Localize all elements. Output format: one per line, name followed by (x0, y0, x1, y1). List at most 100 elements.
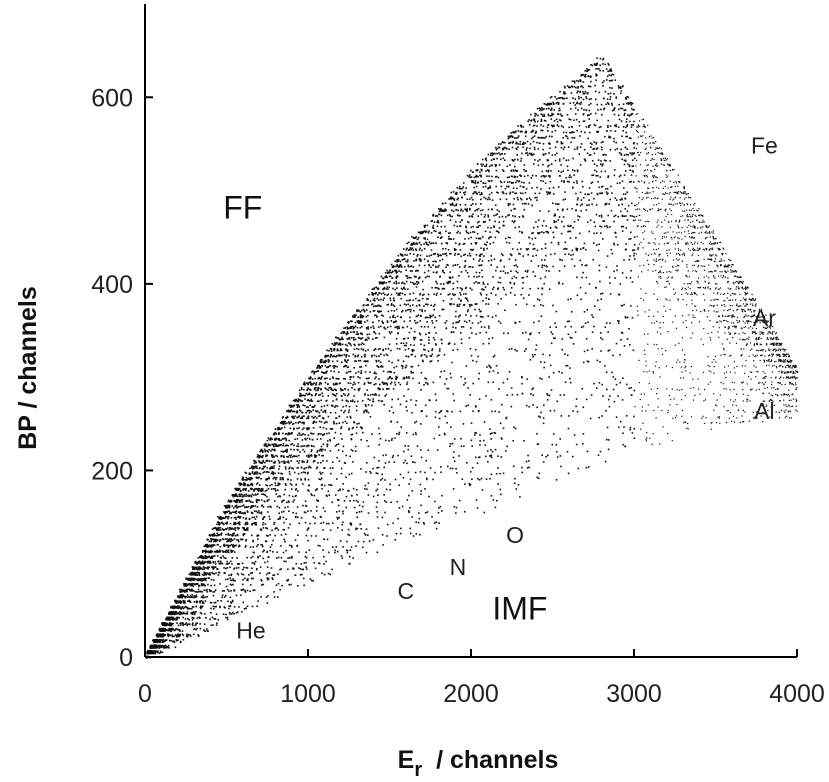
data-point (429, 314, 431, 317)
data-point (629, 255, 631, 257)
data-point (785, 376, 788, 378)
data-point (710, 255, 712, 257)
data-point (599, 361, 601, 363)
data-point (686, 215, 688, 217)
data-point (642, 126, 644, 128)
data-point (321, 392, 323, 395)
data-point (225, 528, 227, 530)
data-point (228, 515, 230, 518)
data-point (464, 264, 467, 267)
data-point (724, 319, 726, 321)
data-point (593, 124, 596, 126)
data-point (733, 361, 736, 363)
data-point (226, 521, 228, 524)
data-point (394, 316, 396, 319)
data-point (608, 349, 611, 351)
data-point (304, 433, 306, 436)
data-point (412, 266, 415, 268)
data-point (439, 232, 442, 235)
data-point (582, 91, 584, 93)
data-point (685, 370, 687, 372)
data-point (630, 305, 632, 307)
data-point (453, 248, 456, 250)
data-point (262, 527, 265, 529)
data-point (545, 170, 548, 172)
data-point (407, 264, 410, 267)
data-point (657, 147, 659, 149)
data-point (452, 282, 455, 285)
data-point (287, 527, 290, 529)
data-point (716, 399, 718, 401)
data-point (514, 427, 517, 430)
data-point (279, 477, 282, 479)
data-point (580, 248, 582, 250)
data-point (217, 526, 220, 529)
data-point (306, 427, 309, 429)
data-point (689, 236, 691, 238)
data-point (492, 241, 495, 244)
data-point (430, 360, 433, 362)
data-point (779, 356, 781, 358)
data-point (589, 154, 592, 156)
data-point (231, 611, 234, 614)
data-point (474, 303, 477, 305)
data-point (657, 406, 659, 408)
data-point (515, 181, 517, 184)
data-point (307, 417, 310, 420)
data-point (727, 277, 729, 279)
data-point (378, 378, 380, 380)
data-point (577, 86, 580, 88)
data-point (268, 476, 270, 479)
data-point (165, 618, 167, 621)
data-point (449, 214, 451, 216)
data-point (244, 546, 247, 548)
data-point (279, 478, 282, 481)
data-point (237, 573, 240, 576)
data-point (492, 288, 494, 291)
data-point (472, 192, 474, 195)
data-point (619, 420, 622, 423)
data-point (515, 192, 518, 195)
data-point (363, 360, 366, 362)
data-point (613, 109, 615, 111)
data-point (595, 98, 597, 101)
data-point (271, 448, 273, 451)
data-point (789, 395, 791, 397)
data-point (727, 292, 729, 294)
data-point (588, 126, 590, 128)
data-point (434, 471, 436, 474)
data-point (706, 236, 708, 239)
data-point (636, 225, 638, 227)
data-point (377, 399, 380, 402)
data-point (282, 443, 285, 445)
data-point (199, 579, 202, 582)
data-point (478, 264, 480, 267)
data-point (341, 399, 344, 401)
data-point (528, 182, 531, 184)
data-point (491, 316, 494, 318)
data-point (305, 411, 307, 414)
data-point (488, 219, 491, 221)
data-point (203, 574, 205, 576)
data-point (434, 416, 437, 419)
data-point (692, 253, 694, 255)
data-point (758, 336, 760, 338)
data-point (605, 191, 608, 193)
data-point (439, 208, 441, 211)
data-point (338, 415, 340, 418)
data-point (210, 612, 212, 614)
data-point (235, 594, 238, 597)
data-point (299, 389, 301, 392)
data-point (436, 282, 438, 285)
data-point (437, 360, 439, 362)
data-point (367, 328, 370, 330)
data-point (273, 591, 275, 593)
data-point (714, 260, 716, 262)
data-point (626, 118, 628, 121)
data-point (342, 332, 345, 335)
data-point (771, 333, 774, 335)
data-point (608, 136, 610, 139)
data-point (191, 616, 194, 619)
data-point (715, 270, 717, 272)
data-point (531, 237, 534, 240)
